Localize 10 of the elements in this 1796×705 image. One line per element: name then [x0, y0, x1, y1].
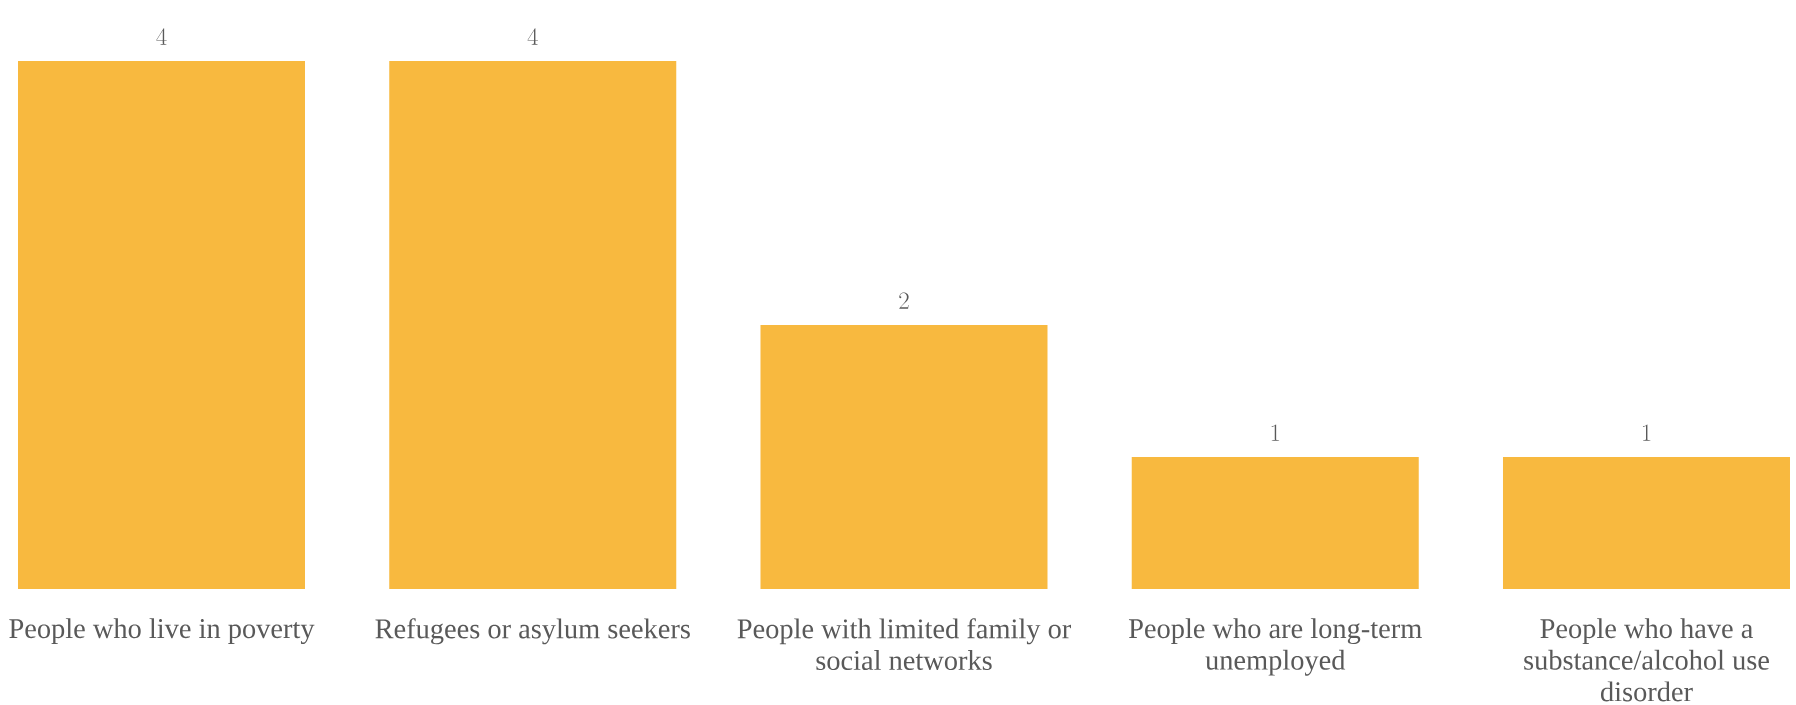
- x-tick-label: People who have a substance/alcohol use disorder: [1524, 618, 1769, 702]
- x-tick-label: People with limited family or social networks: [737, 618, 1072, 671]
- data-label: 1: [1642, 424, 1651, 441]
- x-tick-label: People who live in poverty: [9, 618, 315, 645]
- data-label: 4: [156, 28, 167, 45]
- data-label: 2: [899, 292, 909, 309]
- data-label: 4: [527, 28, 538, 45]
- data-label: 1: [1271, 424, 1280, 441]
- x-tick-label: People who are long-term unemployed: [1128, 618, 1422, 676]
- x-tick-label: Refugees or asylum seekers: [375, 618, 690, 645]
